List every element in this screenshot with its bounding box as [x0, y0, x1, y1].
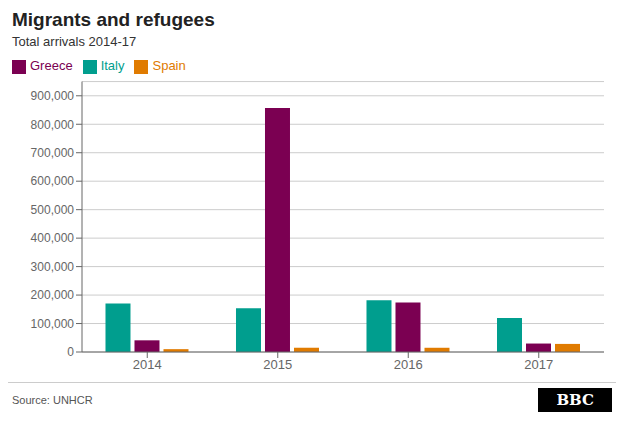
- svg-text:900,000: 900,000: [31, 89, 75, 103]
- svg-text:700,000: 700,000: [31, 146, 75, 160]
- html-text:BBC: BBC: [556, 391, 594, 409]
- svg-text:500,000: 500,000: [31, 203, 75, 217]
- svg-text:800,000: 800,000: [31, 118, 75, 132]
- html-text:Greece: Greece: [30, 58, 73, 73]
- html-text:Total arrivals 2014-17: Total arrivals 2014-17: [12, 34, 137, 49]
- svg-text:200,000: 200,000: [31, 288, 75, 302]
- svg-text:2017: 2017: [524, 357, 553, 372]
- svg-text:100,000: 100,000: [31, 317, 75, 331]
- html-text:Migrants and refugees: Migrants and refugees: [12, 9, 215, 30]
- svg-text:2016: 2016: [394, 357, 423, 372]
- svg-text:0: 0: [67, 345, 74, 359]
- html-text:Italy: Italy: [100, 58, 125, 73]
- svg-text:600,000: 600,000: [31, 174, 75, 188]
- svg-text:2015: 2015: [263, 357, 292, 372]
- svg-text:2014: 2014: [133, 357, 162, 372]
- svg-text:300,000: 300,000: [31, 260, 75, 274]
- html-text:Source: UNHCR: Source: UNHCR: [12, 394, 93, 406]
- html-text:Spain: Spain: [152, 58, 186, 73]
- svg-text:400,000: 400,000: [31, 231, 75, 245]
